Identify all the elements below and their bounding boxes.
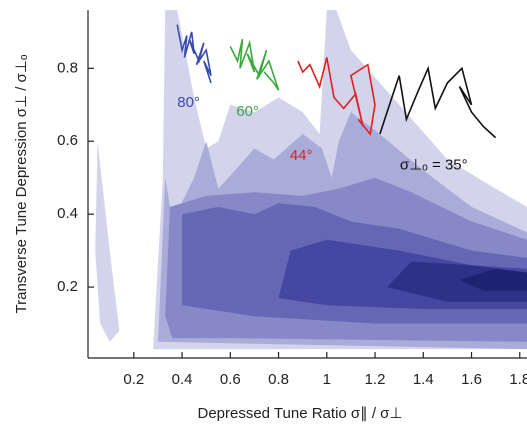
x-tick-label: 0.8	[268, 371, 289, 388]
y-axis-label: Transverse Tune Depression σ⊥ / σ⊥ₒ	[13, 54, 30, 313]
trace-line	[379, 65, 497, 139]
x-tick-label: 0.4	[172, 371, 193, 388]
y-tick-label: 0.6	[57, 132, 78, 149]
trace-line	[176, 24, 212, 84]
x-tick-label: 1.8	[509, 371, 527, 388]
trace-label: σ⊥ₒ = 35°	[400, 157, 468, 174]
x-tick-label: 1.6	[461, 371, 482, 388]
y-tick-label: 0.2	[57, 278, 78, 295]
trace-line	[297, 57, 376, 136]
y-tick-label: 0.4	[57, 205, 78, 222]
x-axis-label: Depressed Tune Ratio σ∥ / σ⊥	[197, 405, 402, 422]
x-tick-label: 1.4	[413, 371, 434, 388]
y-tick-label: 0.8	[57, 59, 78, 76]
trace-label: 60°	[236, 103, 259, 120]
x-tick-label: 1	[323, 371, 331, 388]
x-tick-label: 0.2	[123, 371, 144, 388]
trace-label: 80°	[177, 94, 200, 111]
contour-region	[95, 141, 120, 342]
trace-label: 44°	[290, 147, 313, 164]
x-tick-label: 1.2	[365, 371, 386, 388]
contour-region	[459, 268, 527, 291]
x-tick-label: 0.6	[220, 371, 241, 388]
trace-line	[229, 39, 280, 91]
